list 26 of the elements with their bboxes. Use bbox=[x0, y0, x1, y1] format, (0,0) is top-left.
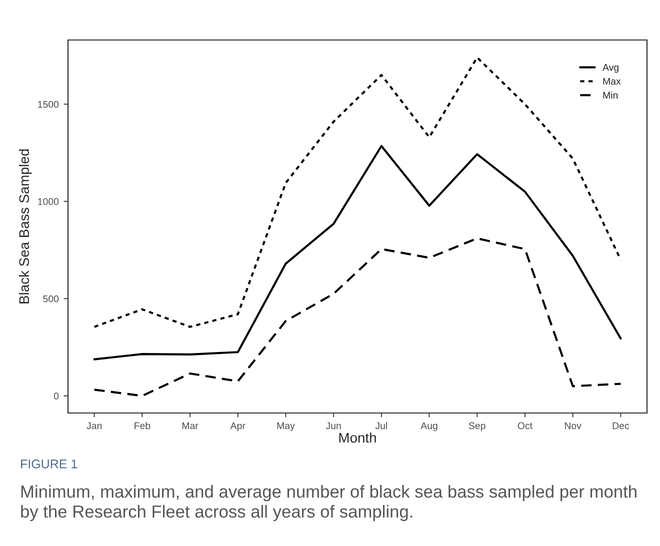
x-tick-label: Dec bbox=[612, 422, 630, 430]
x-tick-label: Jan bbox=[86, 422, 102, 430]
x-tick-label: Jun bbox=[326, 422, 341, 430]
x-tick-label: Feb bbox=[134, 422, 150, 430]
x-axis-title: Month bbox=[339, 432, 376, 443]
y-axis-title: Black Sea Bass Sampled bbox=[18, 149, 32, 304]
y-tick-label: 500 bbox=[43, 295, 59, 302]
x-tick-label: Aug bbox=[420, 422, 438, 432]
caption: FIGURE 1 bbox=[21, 460, 78, 468]
line-series bbox=[93, 144, 622, 360]
y-tick-label: 1000 bbox=[38, 198, 59, 206]
x-tick-label: Sep bbox=[468, 422, 486, 432]
x-tick-label: Apr bbox=[230, 422, 246, 432]
x-tick-label: Nov bbox=[564, 422, 582, 430]
text: Minimum, maximum, and average number of black sea bass sampled per month by the Research Fleet across all years of sampling. bbox=[21, 485, 636, 522]
line-series bbox=[93, 237, 622, 397]
y-tick-label: 0 bbox=[54, 392, 59, 400]
y-tick-label: 1500 bbox=[38, 100, 59, 108]
x-tick-label: Mar bbox=[182, 422, 198, 430]
line-series bbox=[93, 56, 622, 328]
legend-label: Min bbox=[603, 92, 618, 99]
legend-label: Avg bbox=[602, 64, 618, 73]
legend-label: Max bbox=[603, 78, 621, 85]
x-tick-label: Oct bbox=[518, 422, 532, 430]
x-tick-label: May bbox=[277, 422, 295, 432]
x-tick-label: Jul bbox=[375, 422, 387, 430]
